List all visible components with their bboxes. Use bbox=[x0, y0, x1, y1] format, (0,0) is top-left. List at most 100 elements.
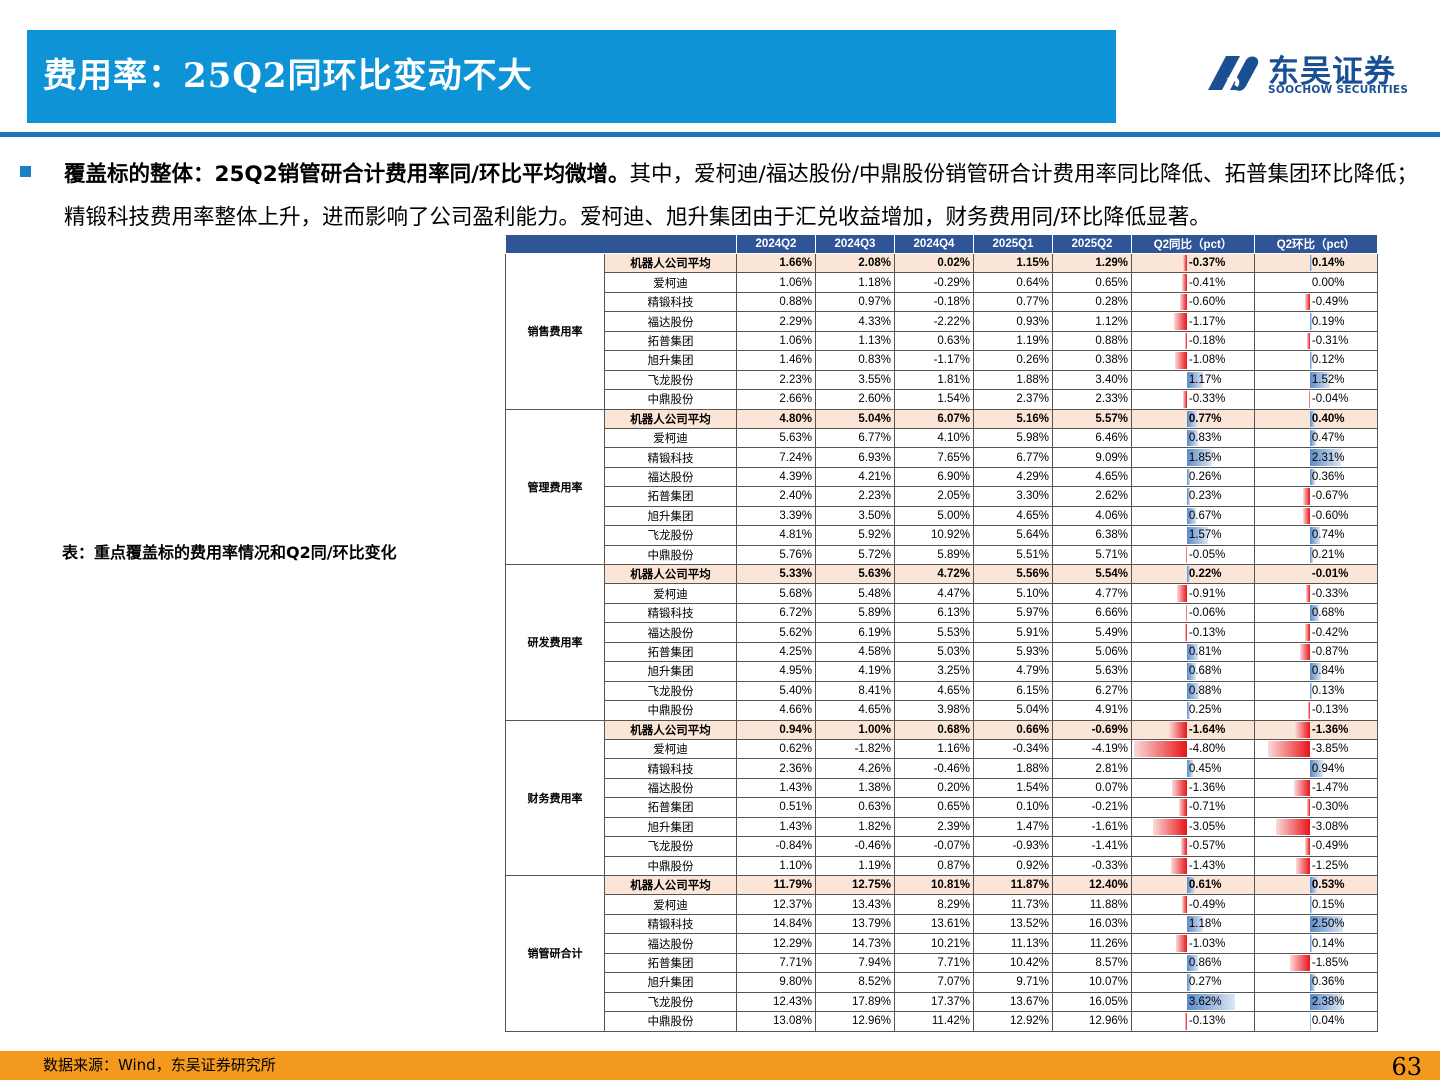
change-value: -0.30% bbox=[1310, 801, 1348, 813]
change-value: -0.49% bbox=[1187, 899, 1225, 911]
value-cell: 0.88% bbox=[737, 292, 816, 311]
qoq-change-cell: -0.30% bbox=[1255, 798, 1378, 817]
company-name: 福达股份 bbox=[605, 934, 737, 953]
company-name: 飞龙股份 bbox=[605, 837, 737, 856]
yoy-change-cell: -0.13% bbox=[1132, 623, 1255, 642]
value-cell: 6.38% bbox=[1053, 526, 1132, 545]
yoy-change-cell: 0.26% bbox=[1132, 467, 1255, 486]
value-cell: 5.16% bbox=[974, 409, 1053, 428]
source-note: 数据来源：Wind，东吴证券研究所 bbox=[43, 1051, 276, 1080]
value-cell: -0.93% bbox=[974, 837, 1053, 856]
change-value: 0.40% bbox=[1310, 413, 1345, 425]
change-value: -1.85% bbox=[1310, 957, 1348, 969]
change-value: 0.19% bbox=[1310, 316, 1345, 328]
change-value: -0.06% bbox=[1187, 607, 1225, 619]
value-cell: 2.33% bbox=[1053, 390, 1132, 409]
value-cell: 5.00% bbox=[895, 506, 974, 525]
value-cell: 5.72% bbox=[816, 545, 895, 564]
value-cell: 1.66% bbox=[737, 254, 816, 273]
value-cell: 5.63% bbox=[737, 428, 816, 447]
value-cell: 7.94% bbox=[816, 953, 895, 972]
yoy-change-cell: 0.83% bbox=[1132, 428, 1255, 447]
value-cell: 0.51% bbox=[737, 798, 816, 817]
value-cell: 0.65% bbox=[1053, 273, 1132, 292]
change-value: -0.49% bbox=[1310, 296, 1348, 308]
change-value: -0.42% bbox=[1310, 627, 1348, 639]
value-cell: 8.29% bbox=[895, 895, 974, 914]
qoq-change-cell: 2.50% bbox=[1255, 914, 1378, 933]
value-cell: 5.89% bbox=[895, 545, 974, 564]
value-cell: 0.64% bbox=[974, 273, 1053, 292]
value-cell: 4.25% bbox=[737, 642, 816, 661]
value-cell: -1.61% bbox=[1053, 817, 1132, 836]
value-cell: 6.13% bbox=[895, 603, 974, 622]
header-col: 2025Q2 bbox=[1053, 235, 1132, 254]
yoy-change-cell: 0.86% bbox=[1132, 953, 1255, 972]
change-value: -0.67% bbox=[1310, 490, 1348, 502]
value-cell: 5.63% bbox=[1053, 662, 1132, 681]
value-cell: 11.88% bbox=[1053, 895, 1132, 914]
value-cell: 0.65% bbox=[895, 798, 974, 817]
value-cell: 5.04% bbox=[974, 701, 1053, 720]
yoy-change-cell: 0.68% bbox=[1132, 662, 1255, 681]
value-cell: 3.40% bbox=[1053, 370, 1132, 389]
value-cell: 0.88% bbox=[1053, 331, 1132, 350]
change-value: 0.14% bbox=[1310, 257, 1345, 269]
yoy-change-cell: -0.41% bbox=[1132, 273, 1255, 292]
value-cell: 1.06% bbox=[737, 273, 816, 292]
value-cell: 3.98% bbox=[895, 701, 974, 720]
bar-negative bbox=[1276, 819, 1310, 835]
qoq-change-cell: -1.25% bbox=[1255, 856, 1378, 875]
value-cell: 0.63% bbox=[816, 798, 895, 817]
change-value: 2.31% bbox=[1310, 452, 1345, 464]
yoy-change-cell: 1.18% bbox=[1132, 914, 1255, 933]
value-cell: 10.81% bbox=[895, 876, 974, 895]
value-cell: 12.29% bbox=[737, 934, 816, 953]
change-value: 0.68% bbox=[1187, 665, 1222, 677]
value-cell: 1.82% bbox=[816, 817, 895, 836]
value-cell: 5.68% bbox=[737, 584, 816, 603]
change-value: -1.36% bbox=[1310, 724, 1348, 736]
value-cell: 3.39% bbox=[737, 506, 816, 525]
value-cell: 5.97% bbox=[974, 603, 1053, 622]
bar-negative bbox=[1174, 313, 1187, 329]
value-cell: 5.40% bbox=[737, 681, 816, 700]
company-name: 机器人公司平均 bbox=[605, 409, 737, 428]
change-value: 0.68% bbox=[1310, 607, 1345, 619]
value-cell: 0.83% bbox=[816, 351, 895, 370]
value-cell: 11.42% bbox=[895, 1012, 974, 1031]
value-cell: 1.16% bbox=[895, 739, 974, 758]
change-value: -0.41% bbox=[1187, 277, 1225, 289]
yoy-change-cell: -0.05% bbox=[1132, 545, 1255, 564]
company-name: 爱柯迪 bbox=[605, 428, 737, 447]
value-cell: 1.06% bbox=[737, 331, 816, 350]
value-cell: 2.23% bbox=[737, 370, 816, 389]
change-value: 0.77% bbox=[1187, 413, 1222, 425]
company-name: 爱柯迪 bbox=[605, 584, 737, 603]
value-cell: 7.71% bbox=[895, 953, 974, 972]
change-value: -1.25% bbox=[1310, 860, 1348, 872]
value-cell: 0.68% bbox=[895, 720, 974, 739]
company-name: 精锻科技 bbox=[605, 448, 737, 467]
qoq-change-cell: -0.31% bbox=[1255, 331, 1378, 350]
change-value: -1.47% bbox=[1310, 782, 1348, 794]
value-cell: 2.36% bbox=[737, 759, 816, 778]
value-cell: 2.39% bbox=[895, 817, 974, 836]
value-cell: 0.77% bbox=[974, 292, 1053, 311]
value-cell: 0.66% bbox=[974, 720, 1053, 739]
value-cell: 2.62% bbox=[1053, 487, 1132, 506]
value-cell: 4.66% bbox=[737, 701, 816, 720]
value-cell: 6.72% bbox=[737, 603, 816, 622]
value-cell: 1.13% bbox=[816, 331, 895, 350]
company-name: 拓普集团 bbox=[605, 331, 737, 350]
company-name: 拓普集团 bbox=[605, 487, 737, 506]
company-name: 精锻科技 bbox=[605, 914, 737, 933]
